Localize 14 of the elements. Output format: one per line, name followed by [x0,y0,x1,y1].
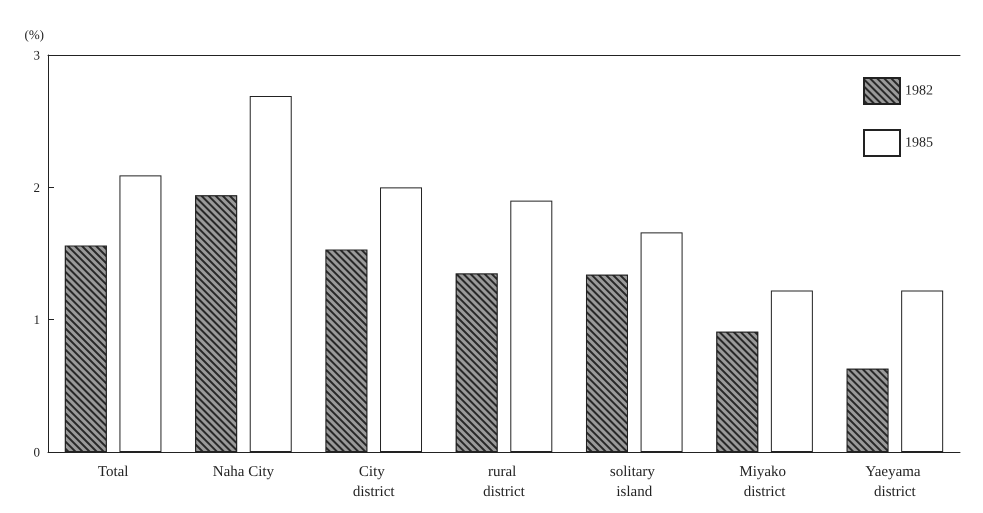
x-tick-label: Yaeyama district [865,464,924,500]
legend-label: 1982 [905,84,933,98]
legend-label: 1985 [905,136,933,150]
x-tick-label: rural district [483,464,526,500]
y-tick-label: 2 [34,180,40,195]
x-tick-label: Total [98,464,128,480]
y-tick-label: 3 [34,48,40,62]
y-tick-label: 1 [34,312,40,328]
x-tick-label: Naha City [212,464,275,480]
y-axis-title: (%) [24,27,44,42]
x-tick-label: solitary island [610,464,659,500]
x-tick-label: Miyako district [739,464,790,500]
x-tick-label: City district [352,464,396,500]
y-tick-label: 0 [34,444,40,460]
